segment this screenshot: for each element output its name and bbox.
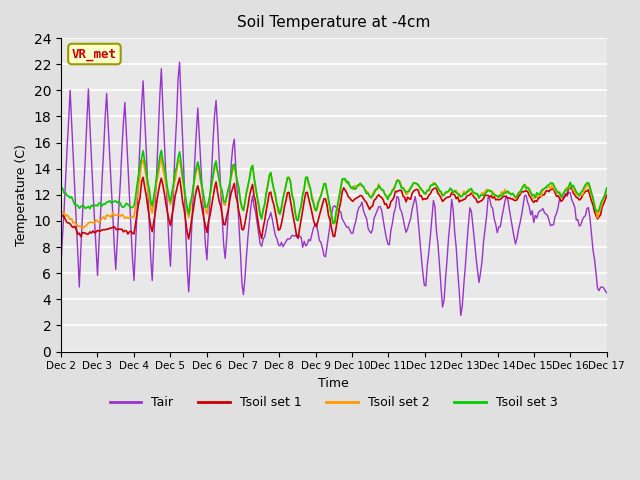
Tsoil set 2 [57,209,65,215]
Tsoil set 2 [79,226,86,231]
Tair [457,312,465,318]
X-axis label: Time: Time [319,377,349,390]
Tsoil set 1 [575,197,583,203]
Line: Tsoil set 2: Tsoil set 2 [61,157,607,228]
Tair [57,261,65,267]
Tsoil set 3 [298,203,305,209]
Text: VR_met: VR_met [72,48,117,60]
Tair [298,235,305,240]
Tair [176,60,184,65]
Y-axis label: Temperature (C): Temperature (C) [15,144,28,246]
Tsoil set 1 [185,236,193,242]
Tsoil set 3 [124,202,132,207]
Tsoil set 2 [157,154,165,160]
Tsoil set 3 [57,186,65,192]
Tsoil set 2 [250,174,258,180]
Tair [249,193,257,199]
Tsoil set 3 [239,208,247,214]
Tsoil set 1 [140,174,147,180]
Tsoil set 3 [157,147,165,153]
Tsoil set 1 [57,211,65,217]
Tair [124,163,132,168]
Tsoil set 1 [223,214,230,219]
Tsoil set 3 [575,193,583,199]
Tair [221,255,229,261]
Tsoil set 3 [249,163,257,168]
Tsoil set 1 [124,231,132,237]
Tsoil set 3 [603,185,611,191]
Tsoil set 2 [223,192,230,198]
Tsoil set 3 [329,220,337,226]
Line: Tsoil set 3: Tsoil set 3 [61,150,607,223]
Tsoil set 2 [603,189,611,194]
Tsoil set 1 [250,193,258,199]
Tair [603,290,611,296]
Tsoil set 1 [299,207,307,213]
Legend: Tair, Tsoil set 1, Tsoil set 2, Tsoil set 3: Tair, Tsoil set 1, Tsoil set 2, Tsoil se… [105,391,563,414]
Tsoil set 2 [575,193,583,199]
Line: Tair: Tair [61,62,607,315]
Tsoil set 2 [241,201,249,206]
Tair [239,292,247,298]
Line: Tsoil set 1: Tsoil set 1 [61,177,607,239]
Tsoil set 1 [241,220,249,226]
Tair [575,223,583,229]
Tsoil set 1 [603,192,611,198]
Title: Soil Temperature at -4cm: Soil Temperature at -4cm [237,15,431,30]
Tsoil set 2 [125,215,133,221]
Tsoil set 3 [221,199,229,205]
Tsoil set 2 [299,192,307,197]
